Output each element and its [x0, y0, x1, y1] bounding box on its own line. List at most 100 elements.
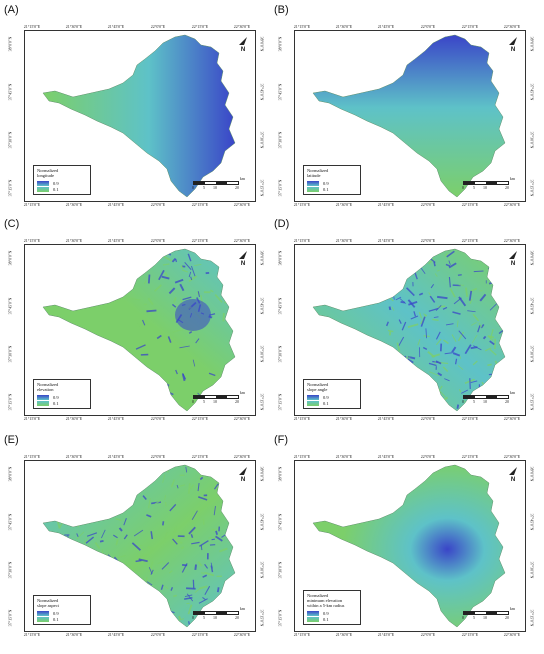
legend-value: 0.9 [53, 180, 59, 186]
legend-swatch [307, 616, 319, 622]
legend-swatch [37, 180, 49, 186]
latitude-tick-label: 38°0'0"N [529, 36, 535, 52]
panel-label: (D) [274, 218, 290, 230]
legend-row-high: 0.9 [307, 610, 357, 616]
longitude-tick-label: 22°15'0"E [191, 416, 209, 421]
longitude-tick-label: 22°15'0"E [191, 202, 209, 207]
longitude-tick-label: 22°15'0"E [461, 454, 479, 459]
legend-row-high: 0.9 [37, 610, 87, 616]
scale-tick-label: 10 [483, 615, 487, 620]
longitude-tick-label: 22°0'0"E [150, 632, 166, 637]
map-panel: (B) 21°15'0"E 21°15'0"E 21°30'0"E 21°30'0"E 2… [274, 4, 542, 216]
longitude-tick-label: 22°30'0"E [233, 202, 251, 207]
longitude-tick-label: 22°30'0"E [503, 416, 521, 421]
north-arrow-icon: N [507, 249, 519, 267]
scale-tick-label: 0 [462, 185, 464, 190]
longitude-tick-label: 21°30'0"E [335, 238, 353, 243]
latitude-tick-label: 38°0'0"N [7, 466, 13, 482]
north-arrow-icon: N [237, 249, 249, 267]
scale-unit: km [509, 390, 515, 395]
latitude-tick-label: 37°15'0"N [277, 609, 283, 627]
scale-bar-graphic [193, 611, 239, 615]
latitude-tick-label: 38°0'0"N [277, 466, 283, 482]
latitude-tick-label: 37°15'0"N [529, 393, 535, 411]
longitude-tick-label: 21°30'0"E [65, 238, 83, 243]
latitude-tick-label: 37°45'0"N [529, 83, 535, 101]
longitude-tick-label: 21°30'0"E [335, 632, 353, 637]
scale-bar-graphic [463, 181, 509, 185]
latitude-tick-label: 38°0'0"N [529, 466, 535, 482]
study-area-region [312, 34, 506, 198]
scale-tick-label: 20 [235, 399, 239, 404]
longitude-tick-label: 21°45'0"E [107, 202, 125, 207]
longitude-tick-label: 22°30'0"E [503, 24, 521, 29]
longitude-tick-label: 22°0'0"E [420, 416, 436, 421]
latitude-tick-label: 38°0'0"N [259, 250, 265, 266]
longitude-tick-label: 21°15'0"E [293, 24, 311, 29]
legend-row-high: 0.9 [307, 394, 357, 400]
legend-title: Normalized slope angle [307, 382, 329, 392]
latitude-tick-label: 37°15'0"N [259, 179, 265, 197]
scale-tick-label: 20 [505, 185, 509, 190]
longitude-tick-label: 22°30'0"E [503, 454, 521, 459]
map-svg [42, 34, 236, 198]
legend-title: Normalized elevation [37, 382, 59, 392]
latitude-tick-label: 37°45'0"N [277, 83, 283, 101]
latitude-tick-label: 37°15'0"N [529, 179, 535, 197]
scale-tick-label: 10 [213, 615, 217, 620]
map-panel: (C) 21°15'0"E 21°15'0"E 21°30'0"E 21°30'0"E 2… [4, 218, 272, 430]
longitude-tick-label: 21°45'0"E [377, 202, 395, 207]
map-svg [312, 34, 506, 198]
latitude-tick-label: 37°15'0"N [7, 393, 13, 411]
scale-tick-label: 20 [235, 185, 239, 190]
map-svg [312, 464, 506, 628]
latitude-tick-label: 37°30'0"N [529, 561, 535, 579]
longitude-tick-label: 22°30'0"E [503, 202, 521, 207]
longitude-tick-label: 22°15'0"E [191, 24, 209, 29]
study-area-region [42, 34, 236, 198]
north-arrow-icon: N [237, 35, 249, 53]
latitude-tick-label: 37°15'0"N [277, 179, 283, 197]
longitude-tick-label: 21°45'0"E [107, 238, 125, 243]
legend-swatch [37, 616, 49, 622]
longitude-tick-label: 21°30'0"E [335, 24, 353, 29]
latitude-tick-label: 37°30'0"N [7, 561, 13, 579]
longitude-tick-label: 22°15'0"E [191, 632, 209, 637]
latitude-tick-label: 38°0'0"N [277, 250, 283, 266]
legend-value: 0.9 [53, 610, 59, 616]
map-frame: N Normalized elevation 0.9 0.1 km 0 5 10 20 [24, 244, 256, 416]
longitude-tick-label: 22°0'0"E [420, 238, 436, 243]
scale-bar-graphic [463, 611, 509, 615]
scale-tick-label: 5 [473, 615, 475, 620]
legend-value: 0.9 [323, 394, 329, 400]
legend-value: 0.9 [53, 394, 59, 400]
longitude-tick-label: 22°0'0"E [150, 24, 166, 29]
scale-tick-label: 0 [192, 399, 194, 404]
legend-value: 0.1 [53, 186, 59, 192]
north-label: N [240, 47, 246, 53]
scale-tick-label: 0 [192, 615, 194, 620]
longitude-tick-label: 21°30'0"E [65, 416, 83, 421]
longitude-tick-label: 22°0'0"E [420, 454, 436, 459]
legend-row-low: 0.1 [307, 616, 357, 622]
latitude-tick-label: 38°0'0"N [529, 250, 535, 266]
scale-tick-label: 5 [473, 399, 475, 404]
scale-tick-label: 5 [203, 615, 205, 620]
map-panel: (A) 21°15'0"E 21°15'0"E 21°30'0"E 21°30'0"E 2… [4, 4, 272, 216]
scale-bar: km 0 5 10 20 [462, 390, 515, 405]
north-label: N [240, 261, 246, 267]
longitude-tick-label: 22°0'0"E [150, 416, 166, 421]
longitude-tick-label: 21°15'0"E [23, 202, 41, 207]
longitude-tick-label: 21°15'0"E [293, 416, 311, 421]
longitude-tick-label: 22°15'0"E [461, 24, 479, 29]
north-arrow-icon: N [507, 465, 519, 483]
scale-bar-graphic [463, 395, 509, 399]
longitude-tick-label: 22°0'0"E [150, 454, 166, 459]
north-label: N [510, 47, 516, 53]
legend: Normalized latitude 0.9 0.1 [303, 165, 361, 195]
longitude-tick-label: 21°45'0"E [107, 24, 125, 29]
north-arrow-icon: N [507, 35, 519, 53]
scale-unit: km [239, 390, 245, 395]
longitude-tick-label: 21°30'0"E [335, 454, 353, 459]
longitude-tick-label: 22°30'0"E [233, 632, 251, 637]
